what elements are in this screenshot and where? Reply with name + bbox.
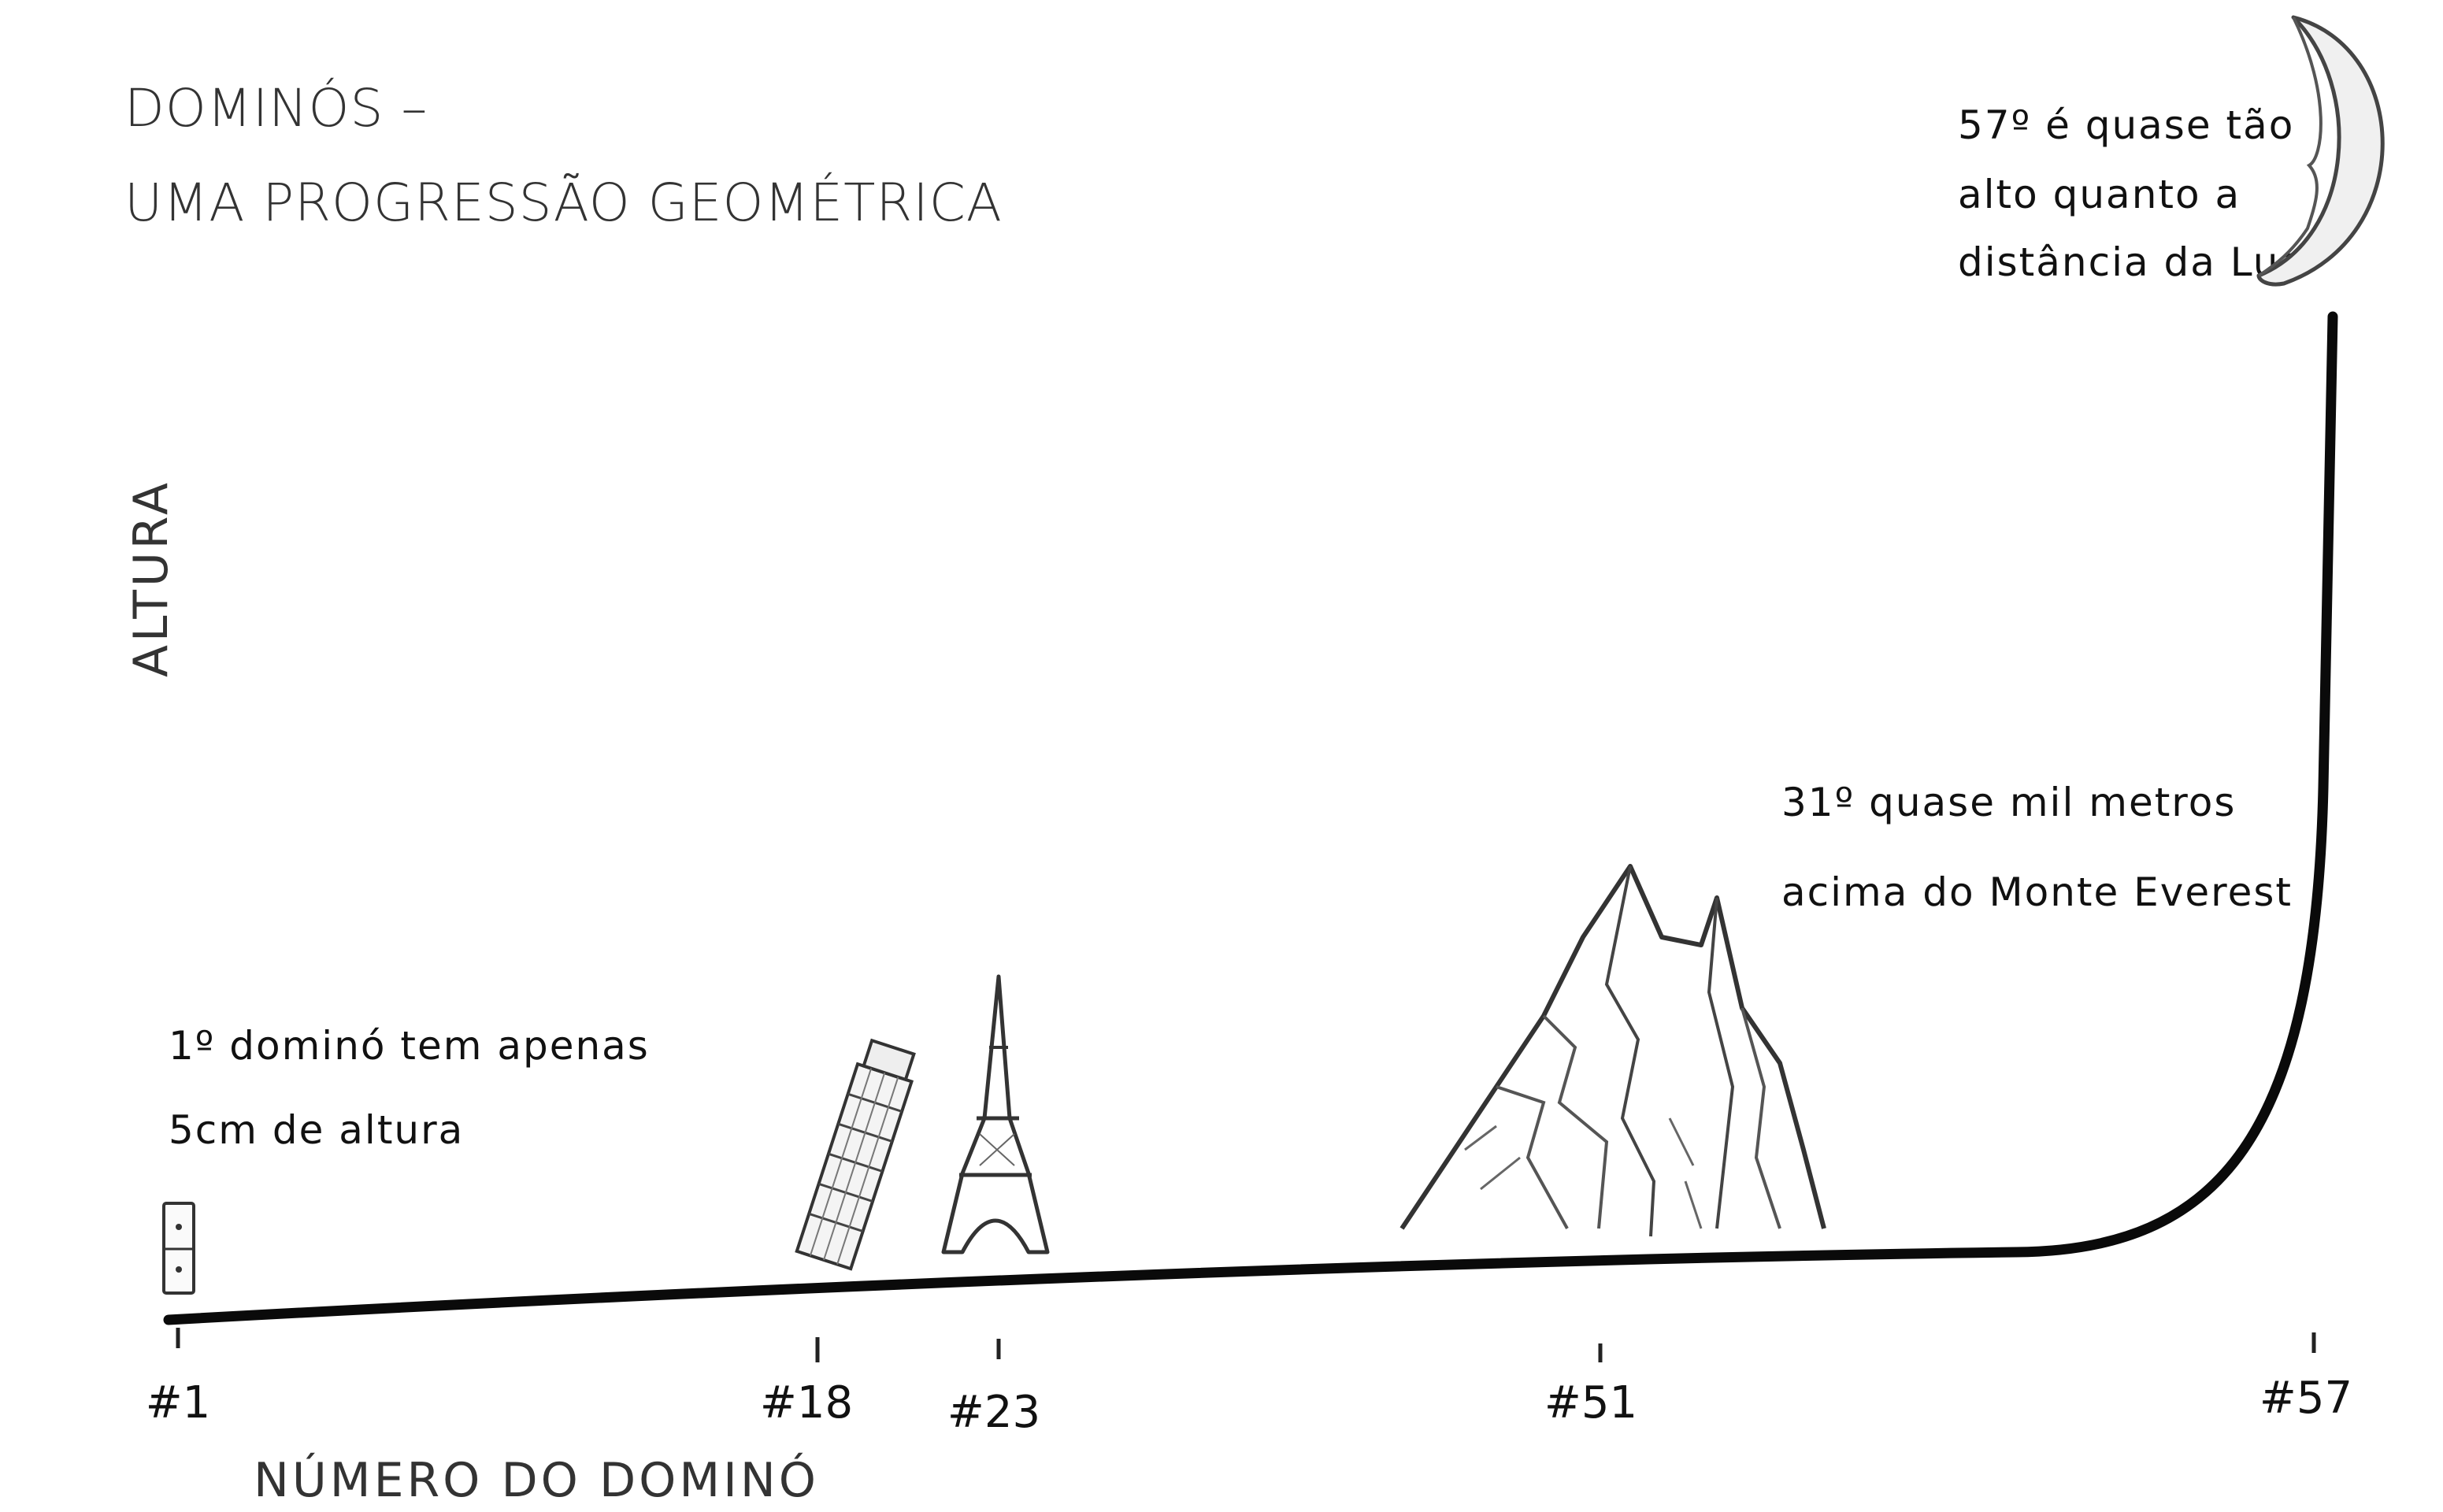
x-axis-label: NÚMERO DO DOMINÓ: [254, 1452, 819, 1508]
x-tick-label: #18: [760, 1377, 853, 1429]
chart-title-line-2: UMA PROGRESSÃO GEOMÉTRICA: [124, 172, 1003, 233]
mountain-icon: [1399, 864, 1826, 1237]
x-tick-51: #51: [1544, 1343, 1637, 1429]
annotation-line: distância da Lua: [1958, 239, 2305, 285]
annotation-line: 57º é quase tão: [1958, 102, 2294, 148]
domino-icon: [162, 1202, 195, 1295]
x-tick-18: #18: [760, 1337, 853, 1429]
x-tick-23: #23: [947, 1339, 1040, 1438]
x-tick-1: #1: [146, 1328, 211, 1429]
growth-curve: [163, 311, 2338, 1325]
x-tick-label: #23: [947, 1387, 1040, 1438]
annotation-pisa-18: [795, 1038, 916, 1271]
annotation-line: 5cm de altura: [169, 1107, 464, 1153]
y-axis-label: ALTURA: [124, 480, 179, 677]
annotation-line: acima do Monte Everest: [1781, 869, 2293, 915]
x-tick-label: #51: [1544, 1377, 1637, 1429]
annotation-eiffel-23: [941, 974, 1050, 1254]
annotation-domino-1: 1º dominó tem apenas 5cm de altura: [162, 1023, 650, 1295]
annotation-line: alto quanto a: [1958, 172, 2241, 217]
x-tick-57: #57: [2259, 1332, 2352, 1424]
annotation-everest-31: 31º quase mil metros acima do Monte Ever…: [1399, 780, 2293, 1237]
leaning-tower-of-pisa-icon: [795, 1038, 916, 1271]
annotation-line: 1º dominó tem apenas: [169, 1023, 650, 1069]
eiffel-tower-icon: [941, 974, 1050, 1254]
moon-icon: [2256, 15, 2385, 287]
annotation-line: 31º quase mil metros: [1781, 780, 2236, 825]
chart-title-line-1: DOMINÓS –: [124, 78, 428, 139]
x-tick-label: #1: [146, 1377, 211, 1429]
x-tick-label: #57: [2259, 1373, 2352, 1424]
annotation-moon-57: 57º é quase tão alto quanto a distância …: [1958, 15, 2385, 287]
